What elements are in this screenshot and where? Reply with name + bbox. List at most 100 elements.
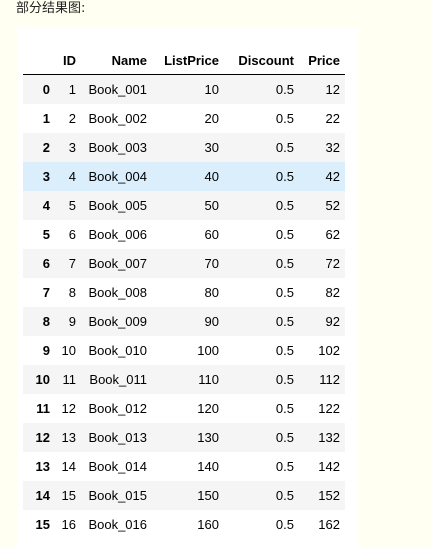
header-name: Name xyxy=(81,46,152,75)
name-cell: Book_005 xyxy=(88,198,147,213)
header-index xyxy=(23,46,55,75)
dataframe-output-panel: ID Name ListPrice Discount Price 0 1 Book_… xyxy=(17,28,358,548)
row-index-cell: 11 xyxy=(36,401,50,416)
id-cell: 15 xyxy=(61,488,76,503)
id-cell: 14 xyxy=(61,459,76,474)
discount-cell: 0.5 xyxy=(275,82,294,97)
table-row: 11 12 Book_012 120 0.5 122 xyxy=(23,394,345,423)
header-listprice: ListPrice xyxy=(152,46,224,75)
listprice-cell: 90 xyxy=(204,314,219,329)
table-row: 5 6 Book_006 60 0.5 62 xyxy=(23,220,345,249)
price-cell: 112 xyxy=(319,372,340,387)
listprice-cell: 30 xyxy=(204,140,219,155)
name-cell: Book_013 xyxy=(88,430,147,445)
name-cell: Book_015 xyxy=(88,488,147,503)
discount-cell: 0.5 xyxy=(275,140,294,155)
listprice-cell: 110 xyxy=(198,372,219,387)
name-cell: Book_012 xyxy=(88,401,147,416)
name-cell: Book_009 xyxy=(88,314,147,329)
id-cell: 12 xyxy=(61,401,76,416)
price-cell: 52 xyxy=(325,198,340,213)
listprice-cell: 60 xyxy=(204,227,219,242)
discount-cell: 0.5 xyxy=(275,198,294,213)
table-row: 8 9 Book_009 90 0.5 92 xyxy=(23,307,345,336)
discount-cell: 0.5 xyxy=(275,343,294,358)
table-row: 9 10 Book_010 100 0.5 102 xyxy=(23,336,345,365)
name-cell: Book_014 xyxy=(88,459,147,474)
name-cell: Book_004 xyxy=(88,169,147,184)
table-row: 4 5 Book_005 50 0.5 52 xyxy=(23,191,345,220)
row-index-cell: 15 xyxy=(35,517,50,532)
name-cell: Book_001 xyxy=(88,82,147,97)
price-cell: 122 xyxy=(318,401,340,416)
id-cell: 9 xyxy=(68,314,76,329)
price-cell: 22 xyxy=(325,111,340,126)
id-cell: 8 xyxy=(68,285,76,300)
name-cell: Book_003 xyxy=(88,140,147,155)
row-index-cell: 8 xyxy=(42,314,50,329)
row-index-cell: 14 xyxy=(35,488,50,503)
table-row: 14 15 Book_015 150 0.5 152 xyxy=(23,481,345,510)
price-cell: 142 xyxy=(318,459,340,474)
listprice-cell: 140 xyxy=(197,459,219,474)
listprice-cell: 80 xyxy=(204,285,219,300)
name-cell: Book_007 xyxy=(88,256,147,271)
price-cell: 42 xyxy=(325,169,340,184)
name-cell: Book_011 xyxy=(89,372,147,387)
table-row: 2 3 Book_003 30 0.5 32 xyxy=(23,133,345,162)
listprice-cell: 100 xyxy=(197,343,219,358)
table-body: 0 1 Book_001 10 0.5 12 1 2 Book_002 20 0.5 22 2 3 Book… xyxy=(23,74,345,540)
row-index-cell: 9 xyxy=(42,343,50,358)
listprice-cell: 20 xyxy=(204,111,219,126)
listprice-cell: 150 xyxy=(197,488,219,503)
discount-cell: 0.5 xyxy=(275,227,294,242)
name-cell: Book_010 xyxy=(88,343,147,358)
header-id: ID xyxy=(55,46,81,75)
discount-cell: 0.5 xyxy=(275,169,294,184)
table-row: 7 8 Book_008 80 0.5 82 xyxy=(23,278,345,307)
header-discount: Discount xyxy=(224,46,299,75)
listprice-cell: 50 xyxy=(204,198,219,213)
discount-cell: 0.5 xyxy=(275,111,294,126)
table-row: 15 16 Book_016 160 0.5 162 xyxy=(23,510,345,539)
id-cell: 16 xyxy=(61,517,76,532)
price-cell: 82 xyxy=(325,285,340,300)
id-cell: 4 xyxy=(68,169,76,184)
discount-cell: 0.5 xyxy=(275,459,294,474)
row-index-cell: 12 xyxy=(35,430,50,445)
caption-text: 部分结果图: xyxy=(16,1,86,16)
discount-cell: 0.5 xyxy=(275,256,294,271)
id-cell: 7 xyxy=(68,256,76,271)
name-cell: Book_006 xyxy=(88,227,147,242)
name-cell: Book_008 xyxy=(88,285,147,300)
discount-cell: 0.5 xyxy=(275,517,294,532)
price-cell: 152 xyxy=(318,488,340,503)
table-row: 12 13 Book_013 130 0.5 132 xyxy=(23,423,345,452)
id-cell: 13 xyxy=(61,430,76,445)
discount-cell: 0.5 xyxy=(275,285,294,300)
dataframe-table: ID Name ListPrice Discount Price 0 1 Book_… xyxy=(23,46,345,539)
price-cell: 32 xyxy=(325,140,340,155)
table-row: 13 14 Book_014 140 0.5 142 xyxy=(23,452,345,481)
name-cell: Book_002 xyxy=(88,111,147,126)
row-index-cell: 3 xyxy=(42,169,50,184)
row-index-cell: 2 xyxy=(42,140,50,155)
discount-cell: 0.5 xyxy=(275,430,294,445)
row-index-cell: 0 xyxy=(42,82,50,97)
id-cell: 3 xyxy=(68,140,76,155)
discount-cell: 0.5 xyxy=(275,372,294,387)
table-header-row: ID Name ListPrice Discount Price xyxy=(23,46,345,75)
discount-cell: 0.5 xyxy=(275,401,294,416)
id-cell: 6 xyxy=(68,227,76,242)
listprice-cell: 40 xyxy=(204,169,219,184)
table-row: 0 1 Book_001 10 0.5 12 xyxy=(23,74,345,104)
name-cell: Book_016 xyxy=(88,517,147,532)
listprice-cell: 120 xyxy=(197,401,219,416)
row-index-cell: 13 xyxy=(35,459,50,474)
price-cell: 132 xyxy=(318,430,340,445)
id-cell: 5 xyxy=(68,198,76,213)
discount-cell: 0.5 xyxy=(275,488,294,503)
listprice-cell: 160 xyxy=(197,517,219,532)
row-index-cell: 7 xyxy=(42,285,50,300)
id-cell: 2 xyxy=(68,111,76,126)
